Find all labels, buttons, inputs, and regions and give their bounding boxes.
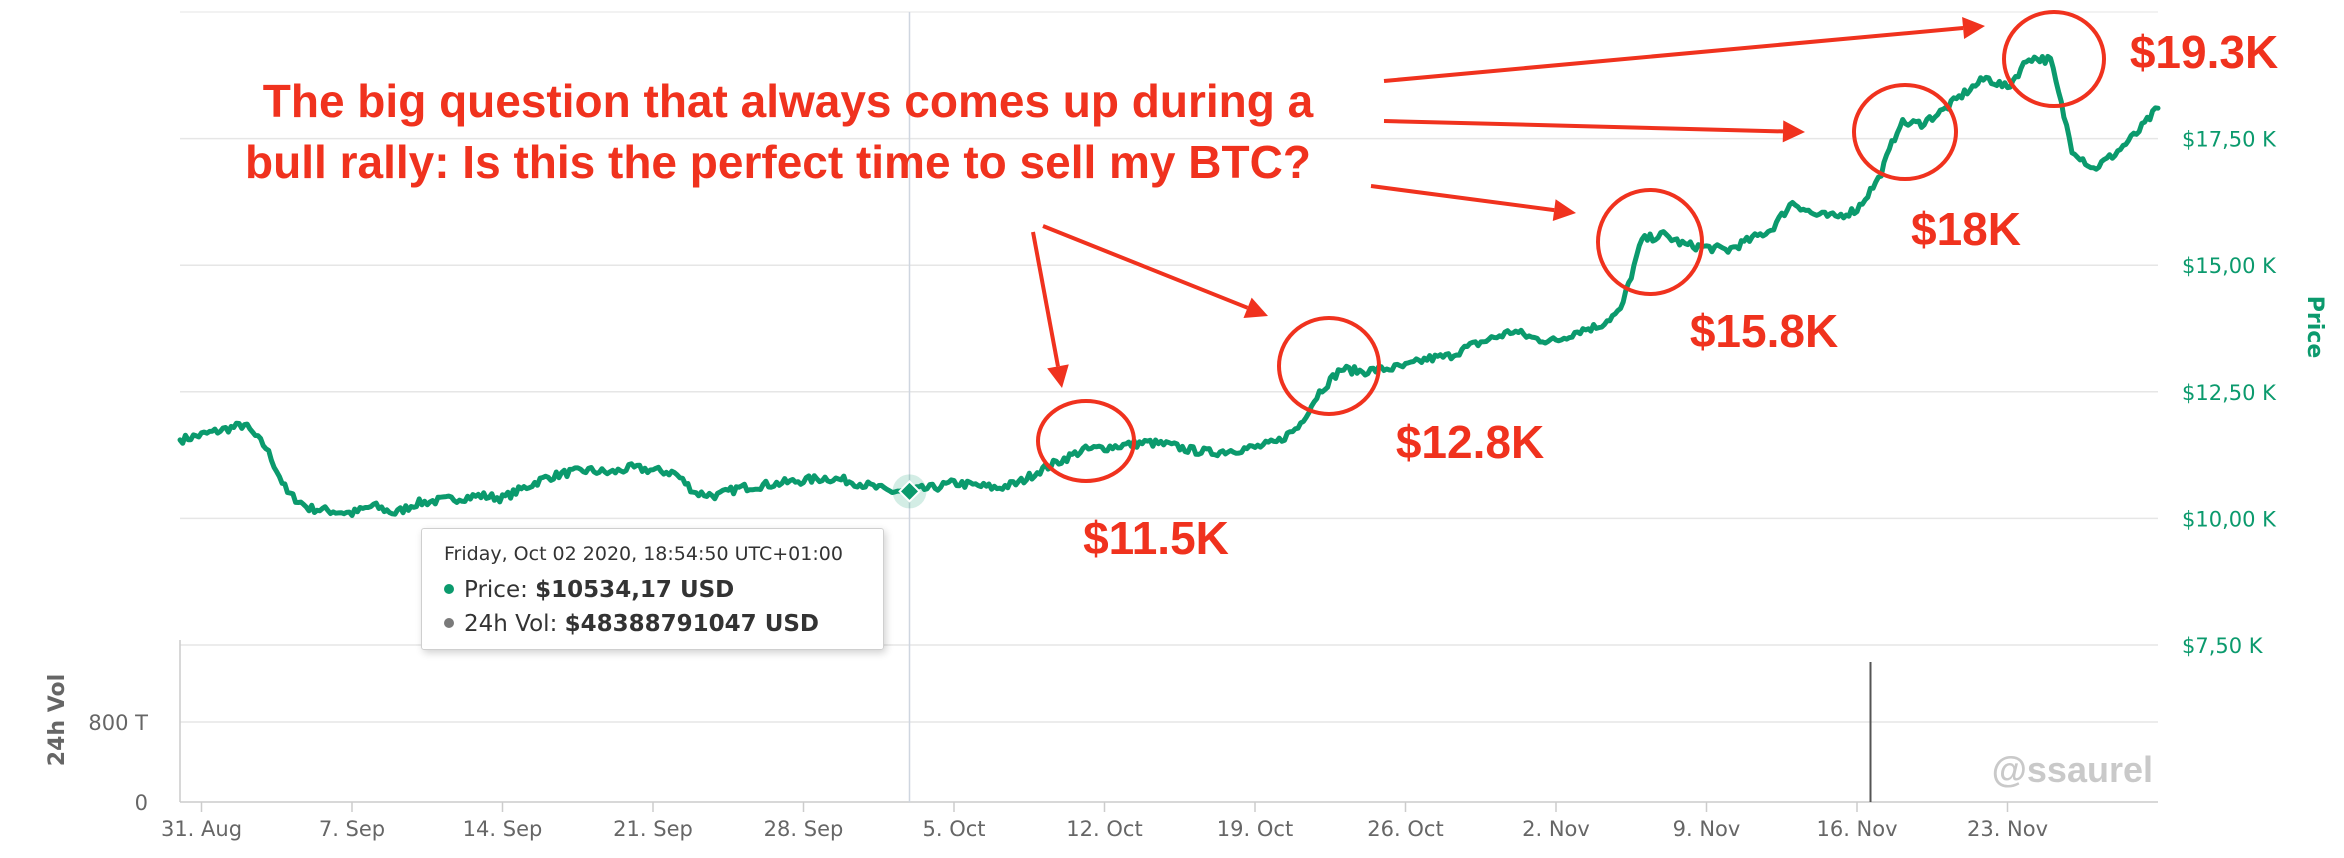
date-tick-label: 19. Oct bbox=[1217, 817, 1293, 841]
date-tick-label: 16. Nov bbox=[1816, 817, 1897, 841]
tooltip-date: Friday, Oct 02 2020, 18:54:50 UTC+01:00 bbox=[444, 543, 843, 565]
date-tick-label: 7. Sep bbox=[319, 817, 385, 841]
date-tick-label: 14. Sep bbox=[463, 817, 543, 841]
arrow-to-15-8k bbox=[1371, 186, 1554, 210]
tooltip-vol-row: 24h Vol: $48388791047 USD bbox=[444, 611, 819, 637]
price-tick-label: $17,50 K bbox=[2182, 128, 2277, 152]
price-axis: $7,50 K $10,00 K $12,50 K $15,00 K $17,50 K bbox=[2182, 128, 2277, 658]
date-axis: 31. Aug 7. Sep 14. Sep 21. Sep 28. Sep 5. Oct… bbox=[161, 802, 2048, 841]
price-tick-label: $10,00 K bbox=[2182, 507, 2277, 531]
level-label-12-8k: $12.8K bbox=[1396, 416, 1544, 468]
tooltip-vol-label: 24h Vol: bbox=[464, 611, 557, 637]
price-tick-label: $12,50 K bbox=[2182, 381, 2277, 405]
price-dot-icon bbox=[444, 584, 454, 594]
date-tick-label: 9. Nov bbox=[1673, 817, 1741, 841]
date-tick-label: 23. Nov bbox=[1967, 817, 2048, 841]
tooltip-price-row: Price: $10534,17 USD bbox=[444, 577, 734, 603]
date-tick-label: 2. Nov bbox=[1522, 817, 1590, 841]
circle-12-8k bbox=[1279, 318, 1379, 414]
level-label-11-5k: $11.5K bbox=[1083, 512, 1229, 564]
arrow-to-18k bbox=[1384, 121, 1783, 131]
price-tick-label: $15,00 K bbox=[2182, 254, 2277, 278]
vol-dot-icon bbox=[444, 618, 454, 628]
arrow-to-15-8k-head bbox=[1553, 199, 1576, 221]
tooltip: Friday, Oct 02 2020, 18:54:50 UTC+01:00 … bbox=[421, 528, 884, 650]
watermark: @ssaurel bbox=[1992, 749, 2153, 790]
price-tick-label: $7,50 K bbox=[2182, 634, 2264, 658]
level-label-19-3k: $19.3K bbox=[2130, 26, 2278, 78]
arrow-to-19-3k bbox=[1384, 28, 1963, 81]
tooltip-price-label: Price: bbox=[464, 577, 528, 603]
arrow-to-19-3k-head bbox=[1962, 17, 1985, 39]
circle-19-3k bbox=[2004, 12, 2104, 106]
price-axis-title: Price bbox=[2302, 296, 2327, 358]
hover-marker bbox=[893, 474, 927, 508]
volume-axis-title: 24h Vol bbox=[45, 674, 70, 766]
circle-18k bbox=[1854, 85, 1956, 179]
date-tick-label: 26. Oct bbox=[1367, 817, 1443, 841]
date-tick-label: 12. Oct bbox=[1066, 817, 1142, 841]
date-tick-label: 28. Sep bbox=[764, 817, 844, 841]
arrow-to-12-8k bbox=[1043, 226, 1248, 308]
level-label-18k: $18K bbox=[1911, 203, 2021, 255]
headline-line-1: The big question that always comes up du… bbox=[263, 75, 1314, 127]
arrow-to-11-5k-head bbox=[1047, 364, 1069, 388]
volume-tick-label: 0 bbox=[135, 791, 148, 815]
arrow-to-11-5k bbox=[1033, 232, 1058, 366]
volume-tick-label: 800 T bbox=[88, 711, 148, 735]
date-tick-label: 5. Oct bbox=[922, 817, 985, 841]
level-label-15-8k: $15.8K bbox=[1690, 305, 1838, 357]
tooltip-vol-value: $48388791047 USD bbox=[565, 611, 819, 637]
volume-panel: 800 T 0 bbox=[88, 640, 2158, 815]
headline-line-2: bull rally: Is this the perfect time to … bbox=[245, 136, 1311, 188]
date-tick-label: 21. Sep bbox=[613, 817, 693, 841]
tooltip-price-value: $10534,17 USD bbox=[535, 577, 734, 603]
date-tick-label: 31. Aug bbox=[161, 817, 242, 841]
circle-11-5k bbox=[1038, 401, 1134, 481]
